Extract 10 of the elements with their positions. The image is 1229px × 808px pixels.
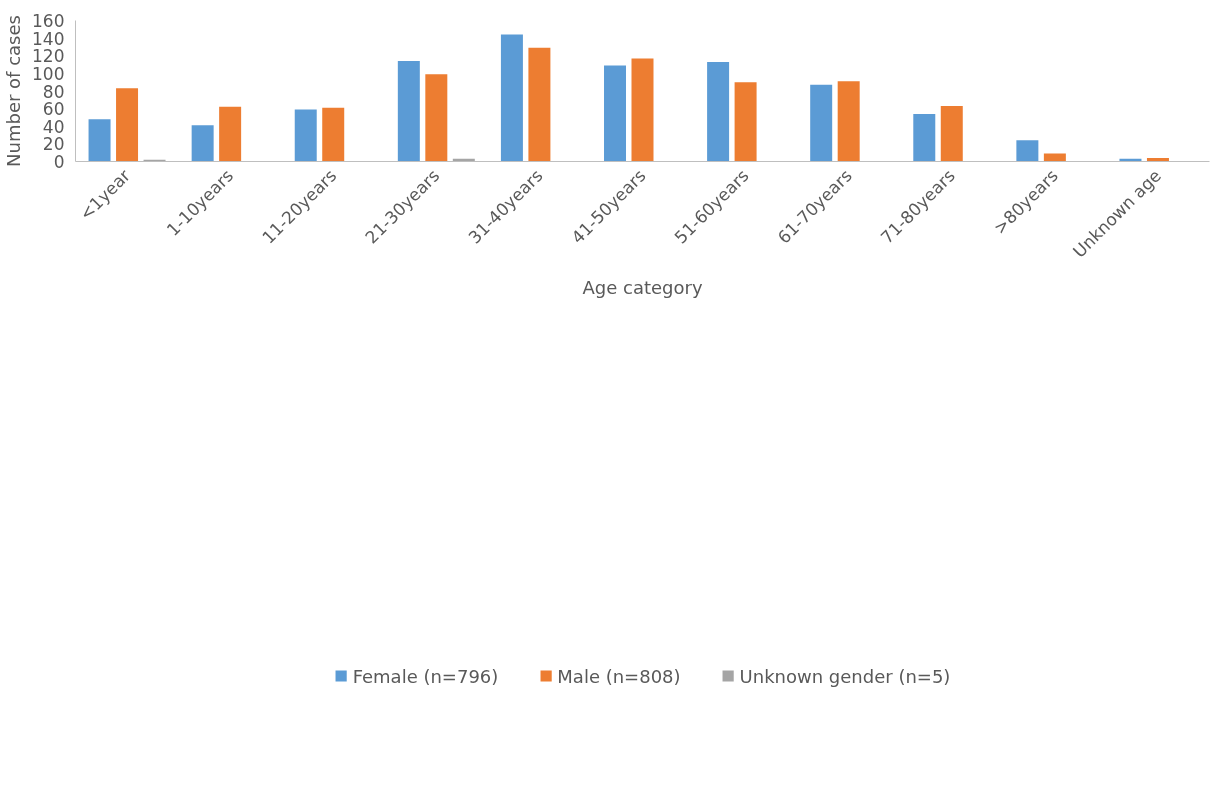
y-tick-label: 20: [42, 134, 65, 155]
y-tick-label: 80: [42, 81, 65, 102]
y-axis-title: Number of cases: [3, 15, 25, 167]
x-axis-title: Age category: [582, 276, 703, 298]
y-tick-label: 160: [32, 11, 65, 31]
legend-label: Female (n=796): [352, 665, 499, 687]
y-tick-label: 140: [32, 28, 65, 49]
legend-label: Male (n=808): [557, 665, 681, 687]
legend-label: Unknown gender (n=5): [739, 665, 951, 687]
y-tick-label: 0: [53, 152, 65, 172]
